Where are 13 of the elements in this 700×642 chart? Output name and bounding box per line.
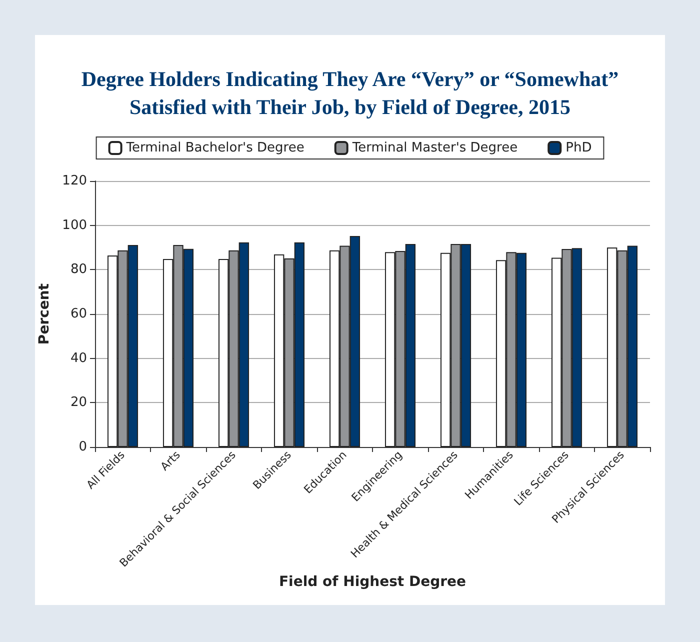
y-tick-label: 60	[70, 306, 87, 322]
chart-title: Degree Holders Indicating They Are “Very” or “Somewhat” Satisfied with Their Job, by Field of Degree, 2015	[81, 67, 619, 119]
x-axis-title: Field of Highest Degree	[278, 574, 466, 590]
y-tick-label: 120	[62, 174, 87, 188]
y-tick-label: 40	[70, 350, 87, 366]
y-tick-label: 100	[62, 218, 87, 233]
y-tick-label: 80	[70, 262, 87, 278]
y-tick-label: 0	[78, 440, 87, 454]
y-axis-title: Percent	[36, 283, 52, 345]
legend-label: Terminal Bachelor's Degree	[125, 140, 304, 156]
y-tick-label: 20	[70, 395, 87, 410]
legend-label: Terminal Master's Degree	[351, 140, 518, 156]
legend-label: PhD	[566, 140, 592, 156]
